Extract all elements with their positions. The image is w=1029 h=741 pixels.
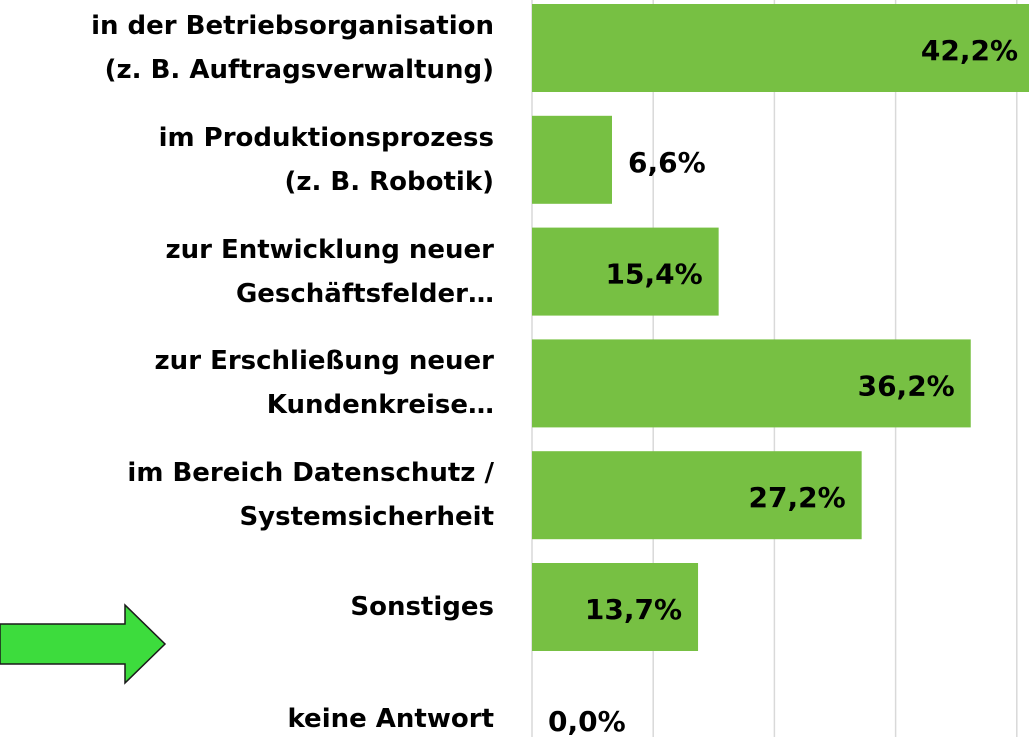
category-label: in der Betriebsorganisation (z. B. Auftr… <box>91 11 494 85</box>
category-label: zur Erschließung neuer Kundenkreise… <box>154 346 494 421</box>
value-label: 15,4% <box>606 258 703 291</box>
value-label: 42,2% <box>921 34 1018 67</box>
value-label: 13,7% <box>585 593 682 626</box>
value-label: 0,0% <box>548 705 626 737</box>
bar <box>532 4 1029 92</box>
category-label: im Bereich Datenschutz / Systemsicherhei… <box>127 458 494 533</box>
bar <box>532 563 699 651</box>
category-label: keine Antwort <box>287 703 494 734</box>
bar <box>532 115 612 204</box>
category-label: Sonstiges <box>350 592 494 622</box>
arrow <box>0 603 167 685</box>
bar <box>532 227 719 316</box>
category-label: zur Entwicklung neuer Geschäftsfelder… <box>165 234 494 309</box>
value-label: 27,2% <box>749 481 846 514</box>
bar <box>532 451 862 540</box>
bar <box>532 339 971 428</box>
category-label: im Produktionsprozess (z. B. Robotik) <box>158 122 494 197</box>
value-label: 36,2% <box>858 369 955 402</box>
value-label: 6,6% <box>628 146 706 179</box>
